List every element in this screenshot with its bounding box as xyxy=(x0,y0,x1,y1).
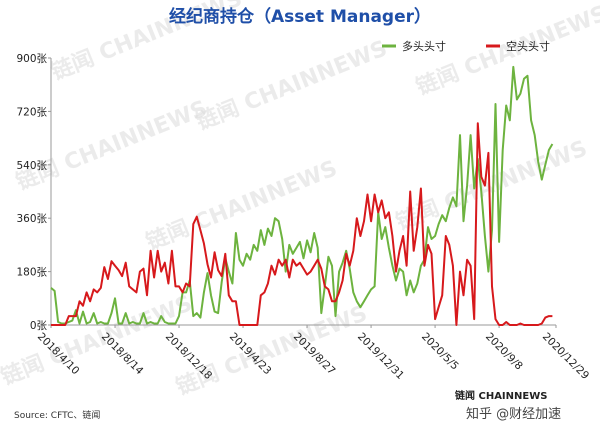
source-note: Source: CFTC、链闻 xyxy=(14,409,100,421)
legend: 多头头寸 空头头寸 xyxy=(382,39,550,53)
series-layer xyxy=(50,65,554,326)
y-tick-label: 360张 xyxy=(16,213,47,225)
watermark-text: 链闻 CHAINNEWS xyxy=(143,155,341,255)
brand-name: 链闻 CHAINNEWS xyxy=(454,389,547,402)
watermark-text: 链闻 CHAINNEWS xyxy=(173,300,371,400)
y-tick-label: 900张 xyxy=(16,53,47,65)
x-tick-label: 2019/12/31 xyxy=(355,331,406,382)
y-tick-label: 540张 xyxy=(16,160,47,172)
x-tick-label: 2020/9/8 xyxy=(483,331,525,373)
chart-title: 经纪商持仓（Asset Manager） xyxy=(169,6,431,27)
series-line-short xyxy=(51,122,553,326)
brand-logo: 链闻 CHAINNEWS 知乎 @财经加速 xyxy=(454,389,561,422)
series-line-long xyxy=(50,65,554,325)
y-tick-label: 720张 xyxy=(16,106,47,118)
legend-label-long: 多头头寸 xyxy=(402,39,446,53)
y-tick-label: 180张 xyxy=(16,267,47,279)
y-tick-label: 0张 xyxy=(30,320,48,332)
y-axis-ticks: 0张 180张 360张 540张 720张 900张 xyxy=(16,53,51,332)
brand-overlay: 知乎 @财经加速 xyxy=(466,406,561,422)
x-tick-label: 2020/12/29 xyxy=(540,331,591,382)
watermark-text: 链闻 CHAINNEWS xyxy=(193,35,391,135)
x-tick-label: 2020/5/5 xyxy=(419,331,461,373)
legend-label-short: 空头头寸 xyxy=(506,39,550,53)
